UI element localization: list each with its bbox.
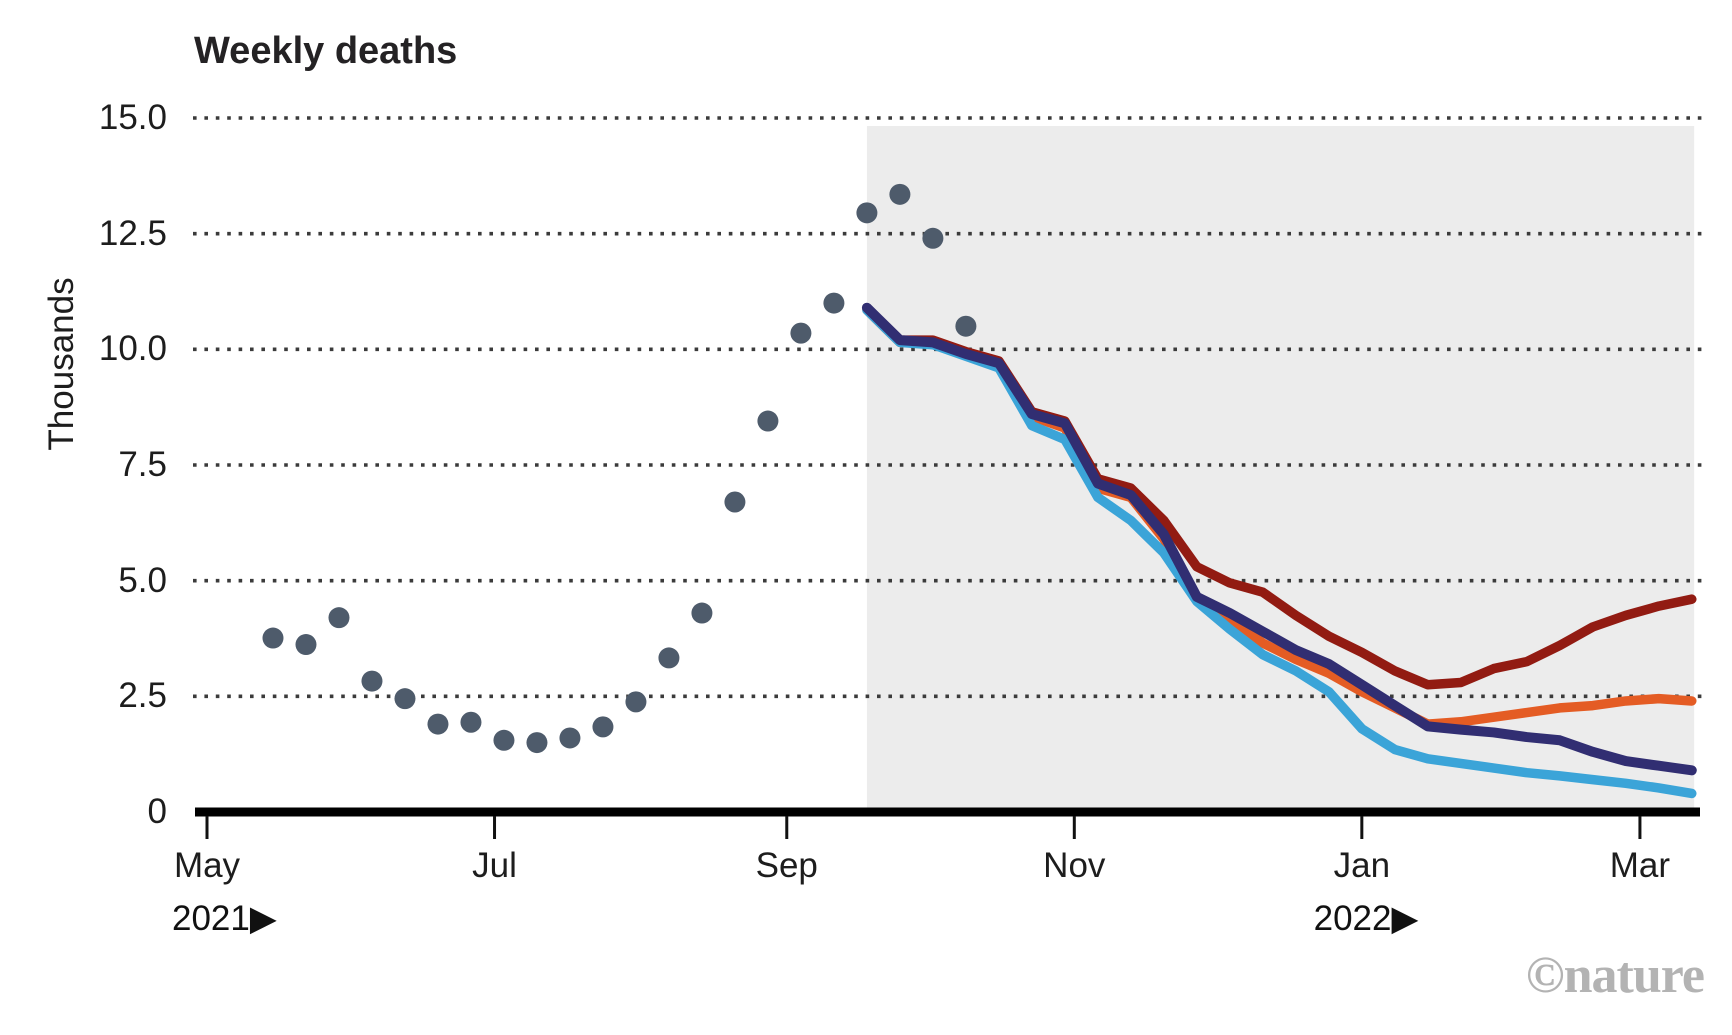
observed-dot — [691, 602, 713, 624]
observed-dot — [955, 315, 977, 337]
y-tick-label: 7.5 — [118, 444, 167, 484]
observed-dot — [295, 634, 317, 656]
observed-dot — [559, 727, 581, 749]
observed-dot — [526, 732, 548, 754]
y-tick-label: 12.5 — [98, 213, 167, 253]
observed-dot — [658, 647, 680, 669]
observed-dot — [460, 711, 482, 733]
observed-dot — [493, 729, 515, 751]
x-tick-label: May — [173, 846, 241, 885]
observed-dot — [361, 670, 383, 692]
y-tick-label: 15.0 — [98, 97, 167, 137]
observed-dot — [790, 322, 812, 344]
y-axis-title: Thousands — [42, 277, 81, 451]
nature-credit: ©nature — [1525, 947, 1705, 1004]
observed-dot — [757, 410, 779, 432]
observed-dot — [922, 227, 944, 249]
chart-title: Weekly deaths — [194, 30, 458, 72]
x-tick-label: Mar — [1609, 846, 1671, 885]
observed-dot — [625, 691, 647, 713]
observed-dot — [262, 627, 284, 649]
y-tick-label: 5.0 — [118, 560, 167, 600]
x-tick-label: Nov — [1043, 846, 1106, 885]
observed-dot — [889, 183, 911, 205]
observed-dot — [328, 607, 350, 629]
projection-line-navy — [861, 302, 1697, 776]
year-label-2021: 2021▶ — [172, 899, 277, 938]
observed-dot — [823, 292, 845, 314]
observed-dot — [856, 202, 878, 224]
y-tick-label: 2.5 — [118, 676, 167, 716]
observed-dot — [724, 491, 746, 513]
projection-shaded-region — [866, 126, 1695, 808]
observed-dot — [592, 716, 614, 738]
observed-dot — [427, 713, 449, 735]
observed-dot — [394, 688, 416, 710]
year-label-2022: 2022▶ — [1313, 899, 1419, 938]
y-tick-label: 0 — [147, 792, 167, 831]
x-tick-label: Jan — [1333, 846, 1391, 885]
x-tick-label: Jul — [472, 846, 517, 885]
y-tick-label: 10.0 — [98, 329, 167, 369]
x-tick-label: Sep — [755, 846, 818, 885]
